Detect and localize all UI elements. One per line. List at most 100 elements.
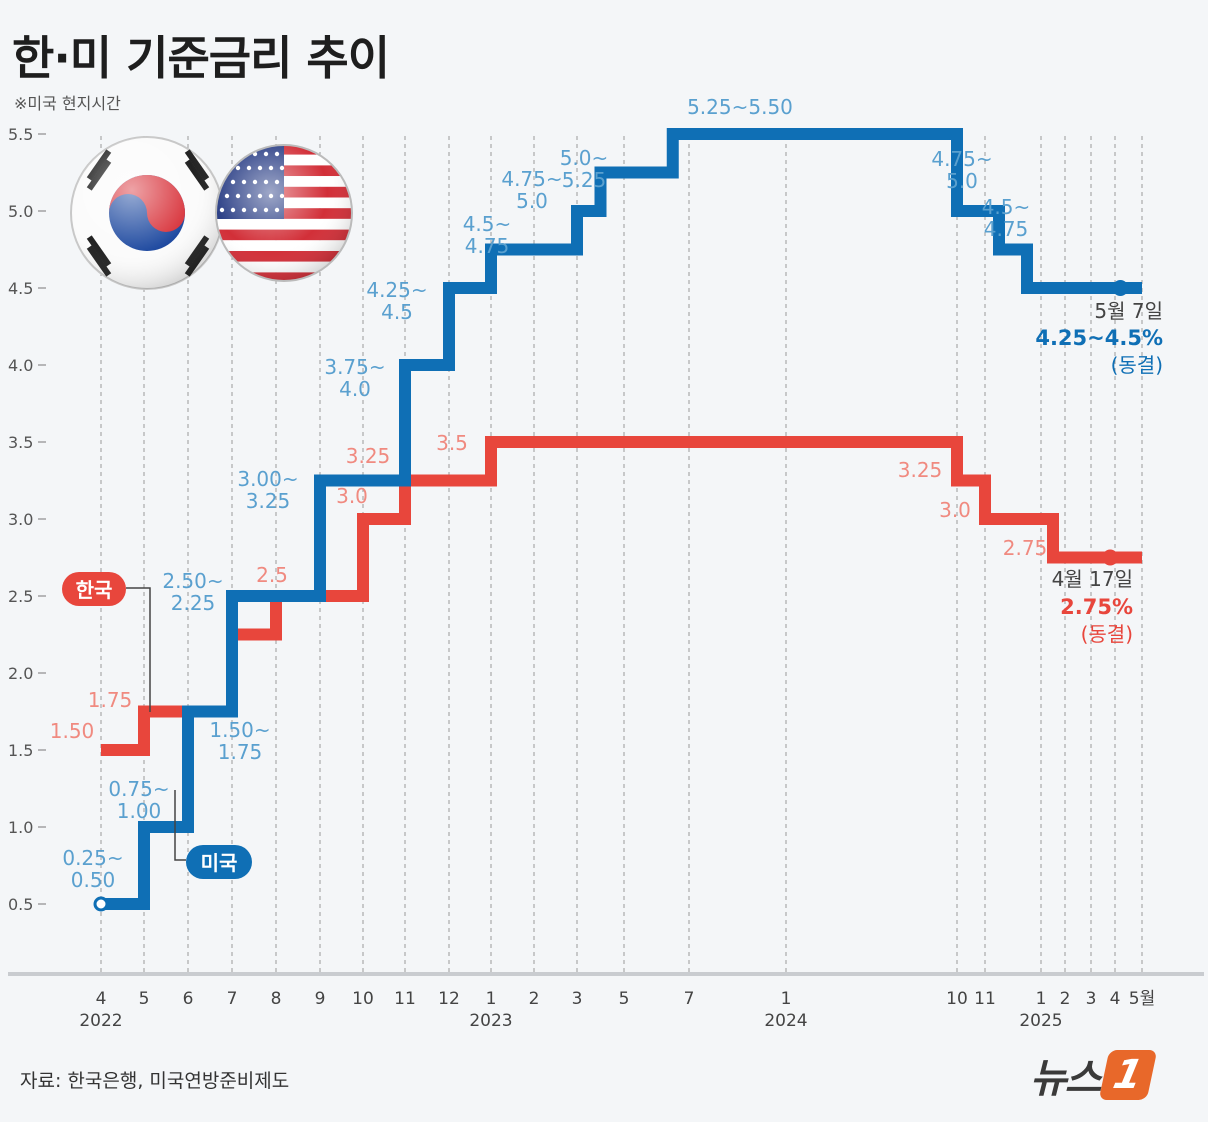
data-label: 1.00 [117, 799, 162, 823]
usa-end-date: 5월 7일 [1094, 299, 1163, 323]
data-label: 2.25 [171, 591, 216, 615]
x-tick-label: 11 [394, 989, 416, 1009]
x-tick-label: 11 [974, 989, 996, 1009]
data-labels: 1.50 1.75 2.5 3.0 3.25 3.5 3.25 3.0 2.75 0.25~0.5… [50, 95, 1048, 892]
data-label: 3.25 [898, 458, 943, 482]
data-label: 1.50~ [209, 718, 270, 742]
data-label: 4.5 [381, 300, 413, 324]
y-tick-label: 1.5 [8, 741, 33, 760]
x-tick-label: 12 [438, 989, 460, 1009]
data-label: 4.75 [984, 217, 1029, 241]
page-title: 한·미 기준금리 추이 [12, 31, 390, 85]
data-label: 0.25~ [62, 846, 123, 870]
y-tick-label: 4.5 [8, 279, 33, 298]
us-star [224, 165, 230, 171]
korea-end-date: 4월 17일 [1052, 567, 1133, 591]
usa-end-value: 4.25~4.5% [1035, 326, 1163, 350]
year-label: 2025 [1019, 1011, 1062, 1031]
data-label: 5.25 [562, 168, 607, 192]
y-tick-label: 5.5 [8, 125, 33, 144]
y-tick-label: 3.0 [8, 510, 33, 529]
korea-end-value: 2.75% [1060, 595, 1133, 619]
data-label: 1.50 [50, 719, 95, 743]
data-label: 3.0 [939, 498, 971, 522]
usa-end-marker [1112, 280, 1129, 296]
y-tick-label: 0.5 [8, 895, 33, 914]
data-label: 4.75~ [501, 167, 562, 191]
x-tick-label: 3 [1086, 989, 1097, 1009]
data-label: 1.75 [218, 740, 263, 764]
x-tick-label: 1 [486, 989, 497, 1009]
korea-end-marker [1102, 549, 1119, 566]
data-label: 3.25 [346, 444, 391, 468]
data-label: 2.5 [256, 563, 288, 587]
data-label: 3.5 [436, 431, 468, 455]
logo-badge: 1 [1098, 1050, 1157, 1100]
legend-korea: 한국 [62, 572, 151, 712]
axes: 0.5 1.0 1.5 2.0 2.5 3.0 3.5 4.0 4.5 5.0 5.5 4 5 6 7 8 9 1… [8, 125, 1204, 1031]
chart-subtitle: ※미국 현지시간 [14, 94, 121, 113]
data-label: 1.75 [88, 688, 133, 712]
data-label: 0.75~ [108, 777, 169, 801]
x-tick-label: 9 [315, 989, 326, 1009]
data-label: 2.50~ [162, 569, 223, 593]
us-star [241, 151, 247, 157]
x-tick-label: 1 [1036, 989, 1047, 1009]
data-label: 3.25 [246, 489, 291, 513]
x-tick-label: 2 [1060, 989, 1071, 1009]
data-label: 3.75~ [324, 355, 385, 379]
usa-flag-icon [215, 144, 353, 282]
data-label: 5.25~5.50 [687, 95, 793, 119]
usa-end-note: (동결) [1111, 353, 1163, 377]
year-label: 2024 [764, 1011, 807, 1031]
x-tick-label: 7 [684, 989, 695, 1009]
korea-flag-icon [70, 136, 224, 290]
data-label: 4.75~ [931, 147, 992, 171]
data-label: 4.25~ [366, 278, 427, 302]
x-tick-label: 7 [227, 989, 238, 1009]
x-tick-label: 5월 [1129, 989, 1155, 1009]
data-label: 4.5~ [463, 212, 512, 236]
data-label: 2.75 [1003, 536, 1048, 560]
news1-logo: 뉴스 1 [1030, 1046, 1157, 1104]
data-label: 5.0~ [560, 146, 609, 170]
korea-end-annotation: 4월 17일 2.75% (동결) [1052, 567, 1133, 646]
x-tick-label: 8 [271, 989, 282, 1009]
us-star [219, 151, 225, 157]
x-tick-label: 1 [781, 989, 792, 1009]
usa-end-annotation: 5월 7일 4.25~4.5% (동결) [1035, 299, 1163, 377]
data-label: 4.5~ [982, 195, 1031, 219]
legend-usa-label: 미국 [201, 851, 238, 875]
y-tick-label: 5.0 [8, 202, 33, 221]
legend-korea-label: 한국 [76, 578, 113, 602]
x-tick-label: 10 [352, 989, 374, 1009]
legend-usa: 미국 [174, 790, 252, 879]
data-label: 4.0 [339, 377, 371, 401]
y-tick-label: 1.0 [8, 818, 33, 837]
data-label: 4.75 [465, 234, 510, 258]
data-label: 5.0 [516, 189, 548, 213]
y-tick-label: 4.0 [8, 356, 33, 375]
us-star [230, 151, 236, 157]
y-tick-label: 3.5 [8, 433, 33, 452]
x-tick-label: 5 [139, 989, 150, 1009]
x-tick-label: 4 [1110, 989, 1121, 1009]
data-label: 3.0 [336, 484, 368, 508]
x-tick-label: 4 [96, 989, 107, 1009]
year-label: 2022 [79, 1011, 122, 1031]
logo-text: 뉴스 [1030, 1056, 1102, 1102]
x-tick-label: 5 [619, 989, 630, 1009]
series-lines [93, 128, 1142, 912]
x-axis-line [8, 972, 1204, 976]
korea-end-note: (동결) [1081, 622, 1133, 646]
series-line-usa [101, 128, 1142, 910]
x-tick-label: 6 [183, 989, 194, 1009]
x-tick-label: 3 [572, 989, 583, 1009]
data-label: 5.0 [946, 169, 978, 193]
data-label: 3.00~ [237, 467, 298, 491]
source-note: 자료: 한국은행, 미국연방준비제도 [20, 1070, 290, 1092]
year-label: 2023 [469, 1011, 512, 1031]
usa-start-marker [93, 896, 109, 912]
data-label: 0.50 [71, 868, 116, 892]
